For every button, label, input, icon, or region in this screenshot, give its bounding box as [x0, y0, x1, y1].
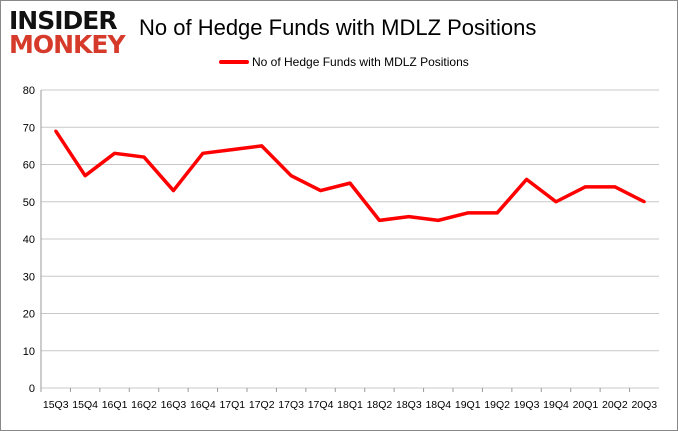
- data-point: [436, 218, 440, 222]
- data-point: [289, 174, 293, 178]
- x-tick-label: 16Q2: [131, 399, 157, 411]
- x-tick-label: 16Q1: [102, 399, 128, 411]
- data-point: [613, 185, 617, 189]
- x-tick-label: 19Q1: [455, 399, 481, 411]
- legend: No of Hedge Funds with MDLZ Positions: [219, 55, 469, 69]
- x-tick-label: 19Q3: [514, 399, 540, 411]
- y-tick-label: 20: [23, 309, 35, 321]
- y-tick-label: 30: [23, 271, 35, 283]
- y-tick-label: 10: [23, 346, 35, 358]
- x-tick-label: 18Q1: [337, 399, 363, 411]
- data-point: [525, 177, 529, 181]
- data-point: [583, 185, 587, 189]
- x-tick-label: 18Q4: [425, 399, 451, 411]
- x-tick-label: 15Q3: [43, 399, 69, 411]
- legend-swatch: [219, 60, 249, 64]
- insider-monkey-logo: INSIDER MONKEY: [9, 6, 126, 59]
- data-point: [230, 148, 234, 152]
- data-point: [260, 144, 264, 148]
- x-tick-label: 20Q1: [573, 399, 599, 411]
- y-tick-label: 0: [29, 383, 35, 395]
- data-point: [83, 174, 87, 178]
- logo-line2: MONKEY: [9, 30, 126, 59]
- y-tick-label: 50: [23, 197, 35, 209]
- x-tick-label: 18Q3: [396, 399, 422, 411]
- data-point: [201, 151, 205, 155]
- data-point: [407, 215, 411, 219]
- x-tick-label: 19Q2: [484, 399, 510, 411]
- legend-label: No of Hedge Funds with MDLZ Positions: [252, 55, 469, 69]
- y-tick-label: 40: [23, 234, 35, 246]
- series-line: [54, 130, 646, 223]
- data-point: [113, 151, 117, 155]
- y-tick-label: 70: [23, 122, 35, 134]
- data-point: [466, 211, 470, 215]
- data-point: [319, 189, 323, 193]
- data-point: [495, 211, 499, 215]
- data-point: [348, 181, 352, 185]
- x-tick-label: 17Q4: [308, 399, 334, 411]
- y-tick-label: 80: [23, 85, 35, 97]
- data-point: [642, 200, 646, 204]
- x-tick-label: 20Q3: [631, 399, 657, 411]
- x-tick-label: 16Q4: [190, 399, 216, 411]
- logo-line1: INSIDER: [9, 6, 118, 35]
- y-tick-label: 60: [23, 160, 35, 172]
- x-tick-label: 17Q3: [278, 399, 304, 411]
- data-point: [171, 189, 175, 193]
- x-tick-label: 15Q4: [72, 399, 98, 411]
- data-point: [554, 200, 558, 204]
- x-tick-label: 20Q2: [602, 399, 628, 411]
- x-tick-label: 18Q2: [367, 399, 393, 411]
- data-point: [54, 129, 58, 133]
- chart-title: No of Hedge Funds with MDLZ Positions: [139, 15, 537, 40]
- data-point: [377, 218, 381, 222]
- x-tick-label: 17Q1: [219, 399, 245, 411]
- x-tick-label: 17Q2: [249, 399, 275, 411]
- x-tick-label: 19Q4: [543, 399, 569, 411]
- data-point: [142, 155, 146, 159]
- x-tick-label: 16Q3: [161, 399, 187, 411]
